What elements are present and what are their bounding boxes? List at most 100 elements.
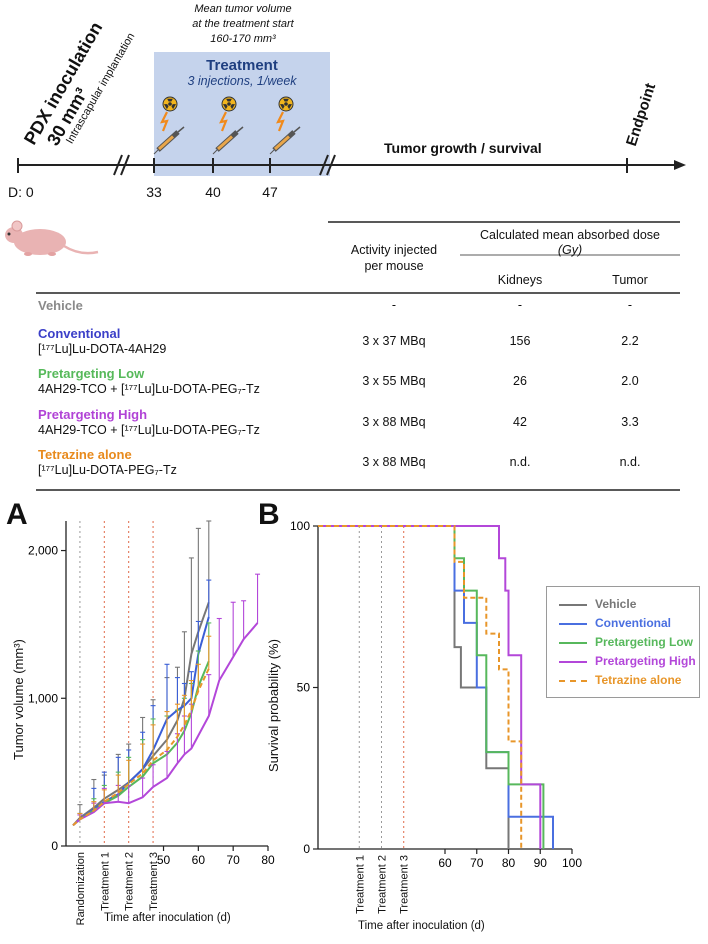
treatment-subtitle: 3 injections, 1/week	[187, 74, 297, 88]
treatment-window-box	[154, 52, 330, 176]
day-47-label: 47	[262, 184, 278, 200]
timeline-arrowhead	[674, 160, 686, 170]
table-row-group-name: Pretargeting Low	[38, 366, 145, 381]
panel-b-xlabel: Time after inoculation (d)	[358, 920, 485, 932]
table-cell-tumor: 2.2	[621, 334, 639, 348]
timeline-break-marks	[113, 154, 336, 176]
col-dose-header: Calculated mean absorbed dose	[480, 228, 660, 242]
timeline-ticks	[17, 158, 628, 173]
panel-a-label: A	[6, 498, 28, 531]
col-tumor-header: Tumor	[612, 273, 648, 287]
day-zero-label: D: 0	[8, 184, 34, 200]
table-cell-tumor: 2.0	[621, 374, 639, 388]
series-line	[72, 668, 210, 827]
legend-label: Pretargeting High	[595, 654, 696, 668]
col-kidneys-header: Kidneys	[497, 273, 543, 287]
survival-step-tetrazine-alone	[318, 525, 523, 849]
col-activity-line-1: Activity injected	[350, 243, 438, 257]
table-cell-activity: 3 x 88 MBq	[362, 455, 426, 469]
series-tetrazine-alone	[72, 635, 212, 827]
legend-swatch	[559, 604, 587, 606]
growth-survival-label: Tumor growth / survival	[384, 140, 542, 156]
x-tick-label: 100	[562, 856, 582, 870]
table-row-compound: [¹⁷⁷Lu]Lu-DOTA-PEG₇-Tz	[38, 463, 177, 477]
panel-b-treatment-lines: Treatment 1 Treatment 2 Treatment 3	[354, 526, 411, 914]
survival-step-pretargeting-high	[318, 525, 542, 849]
survival-step-conventional	[318, 525, 554, 849]
radiation-syringe-icon	[269, 96, 301, 155]
col-activity-header: Activity injected per mouse	[330, 242, 458, 274]
x-tick-label: 50	[157, 853, 171, 867]
legend-label: Pretargeting Low	[595, 635, 694, 649]
radiation-syringe-icon	[212, 96, 244, 155]
table-cell-activity: -	[391, 298, 397, 312]
treatment-vline-label: Treatment 3	[148, 852, 160, 911]
y-tick-label: 50	[297, 681, 311, 695]
legend-swatch	[559, 680, 587, 682]
legend-label: Vehicle	[595, 597, 637, 611]
panel-a-xlabel: Time after inoculation (d)	[104, 912, 231, 924]
table-cell-kidneys: 156	[509, 334, 531, 348]
col-activity-line-2: per mouse	[364, 259, 424, 273]
panel-b-plot	[318, 525, 554, 849]
mean-volume-line-1: Mean tumor volume	[194, 3, 292, 15]
table-row-group-name: Pretargeting High	[38, 407, 148, 422]
series-line	[72, 601, 210, 826]
treatment-vline-label: Treatment 2	[124, 852, 136, 911]
mean-volume-line-3: 160-170 mm³	[210, 33, 276, 45]
panel-b-label: B	[258, 498, 280, 531]
table-cell-activity: 3 x 37 MBq	[362, 334, 426, 348]
table-row-group-name: Vehicle	[38, 298, 83, 313]
table-row-compound: [¹⁷⁷Lu]Lu-DOTA-4AH29	[38, 342, 167, 356]
y-tick-label: 2,000	[28, 544, 58, 558]
survival-legend: Vehicle Conventional Pretargeting Low Preta…	[546, 586, 700, 698]
x-tick-label: 70	[226, 853, 240, 867]
table-row-compound: 4AH29-TCO + [¹⁷⁷Lu]Lu-DOTA-PEG₇-Tz	[38, 423, 260, 437]
y-tick-label: 0	[303, 842, 310, 856]
y-tick-label: 0	[51, 839, 58, 853]
survival-step-pretargeting-low	[318, 525, 545, 849]
table-cell-tumor: 3.3	[621, 415, 639, 429]
panel-a-ylabel: Tumor volume (mm³)	[11, 639, 26, 760]
y-tick-label: 100	[290, 519, 310, 533]
legend-swatch	[559, 661, 587, 663]
x-tick-label: 80	[261, 853, 275, 867]
table-cell-kidneys: n.d.	[509, 455, 531, 469]
treatment-vline-label: Randomization	[75, 852, 87, 925]
x-tick-label: 70	[470, 856, 484, 870]
panel-a-treatment-lines: Randomization Treatment 1 Treatment 2 Treat…	[75, 521, 160, 925]
table-row-group-name: Conventional	[38, 326, 121, 341]
x-tick-label: 60	[192, 853, 206, 867]
table-cell-activity: 3 x 55 MBq	[362, 374, 426, 388]
treatment-vline-label: Treatment 3	[399, 855, 411, 914]
table-cell-kidneys: 26	[513, 374, 527, 388]
treatment-vline-label: Treatment 1	[354, 855, 366, 914]
table-cell-kidneys: -	[517, 298, 523, 312]
day-33-label: 33	[146, 184, 162, 200]
radiation-syringe-icon	[153, 96, 185, 155]
table-row-group-name: Tetrazine alone	[38, 447, 132, 462]
table-rules	[36, 221, 680, 491]
x-tick-label: 80	[502, 856, 516, 870]
panel-b-axes	[317, 526, 572, 850]
table-row-compound: 4AH29-TCO + [¹⁷⁷Lu]Lu-DOTA-PEG₇-Tz	[38, 382, 260, 396]
panel-b-ticks: 0 50 100 60 70 80 90 100	[290, 519, 582, 870]
legend-swatch	[559, 623, 587, 625]
panel-a-axes	[65, 521, 268, 847]
series-line	[72, 622, 259, 827]
legend-swatch	[559, 642, 587, 644]
legend-label: Tetrazine alone	[595, 673, 682, 687]
table-cell-kidneys: 42	[513, 415, 527, 429]
radiation-icon-group	[153, 96, 301, 155]
mean-volume-note: Mean tumor volume at the treatment start…	[160, 2, 326, 47]
x-tick-label: 60	[438, 856, 452, 870]
legend-label: Conventional	[595, 616, 672, 630]
day-40-label: 40	[205, 184, 221, 200]
y-tick-label: 1,000	[28, 691, 58, 705]
table-cell-activity: 3 x 88 MBq	[362, 415, 426, 429]
treatment-vline-label: Treatment 1	[99, 852, 111, 911]
table-cell-tumor: n.d.	[619, 455, 641, 469]
mouse-icon	[5, 220, 99, 256]
treatment-vline-label: Treatment 2	[377, 855, 389, 914]
